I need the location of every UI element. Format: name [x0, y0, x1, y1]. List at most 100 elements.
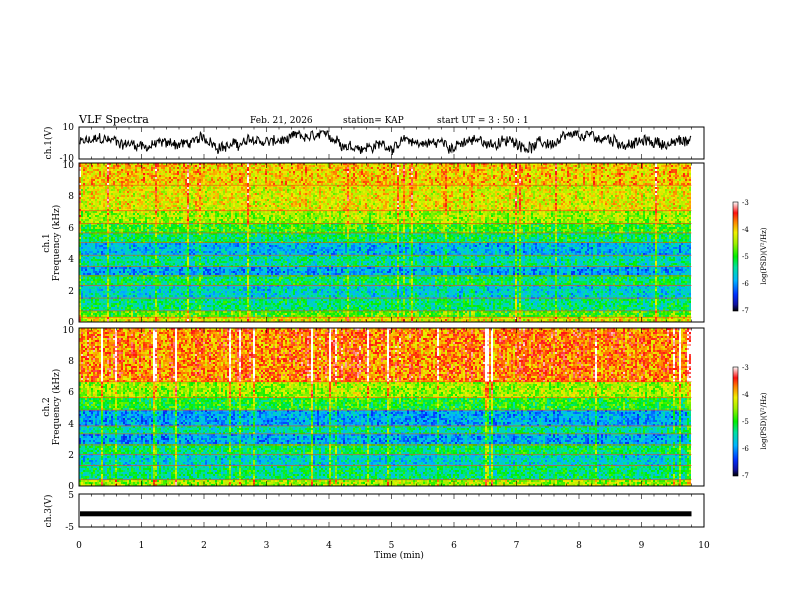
spectrogram-cell — [101, 165, 103, 167]
spectrogram-cell — [569, 165, 571, 167]
spectrogram-cell — [155, 167, 157, 169]
spectrogram-cell — [613, 165, 615, 167]
spectrogram-cell — [273, 167, 275, 169]
spectrogram-cell — [407, 165, 409, 167]
spectrogram-cell — [81, 167, 83, 169]
spectrogram-cell — [105, 167, 107, 169]
spectrogram-cell — [413, 165, 415, 167]
spectrogram-cell — [635, 165, 637, 167]
spectrogram-cell — [147, 167, 149, 169]
spectrogram-cell — [181, 165, 183, 167]
spectrogram-cell — [251, 167, 253, 169]
spectrogram-cell — [687, 165, 689, 167]
spectrogram-cell — [575, 165, 577, 167]
spectrogram-cell — [669, 165, 671, 167]
spectrogram-cell — [333, 165, 335, 167]
spectrogram-cell — [145, 167, 147, 169]
spectrogram-cell — [169, 167, 171, 169]
spectrogram-cell — [213, 165, 215, 167]
spectrogram-cell — [573, 165, 575, 167]
spectrogram-cell — [443, 165, 445, 167]
spectrogram-cell — [467, 165, 469, 167]
spectrogram-cell — [289, 165, 291, 167]
spectrogram-cell — [247, 165, 249, 167]
spectrogram-cell — [167, 165, 169, 167]
spectrogram-cell — [159, 165, 161, 167]
spectrogram-cell — [199, 167, 201, 169]
spectrogram-cell — [253, 167, 255, 169]
spectrogram-cell — [505, 165, 507, 167]
spectrogram-cell — [217, 167, 219, 169]
spectrogram-cell — [137, 165, 139, 167]
spectrogram-cell — [187, 165, 189, 167]
spectrogram-cell — [83, 167, 85, 169]
spectrogram-cell — [359, 165, 361, 167]
spectrogram-cell — [161, 165, 163, 167]
spectrogram-cell — [595, 165, 597, 167]
spectrogram-cell — [645, 165, 647, 167]
spectrogram-cell — [317, 165, 319, 167]
spectrogram-cell — [671, 165, 673, 167]
spectrogram-cell — [135, 167, 137, 169]
spectrogram-cell — [81, 165, 83, 167]
spectrogram-cell — [125, 165, 127, 167]
spectrogram-cell — [295, 165, 297, 167]
spectrogram-cell — [387, 165, 389, 167]
spectrogram-cell — [157, 167, 159, 169]
spectrogram-cell — [313, 165, 315, 167]
spectrogram-cell — [597, 165, 599, 167]
spectrogram-cell — [307, 165, 309, 167]
spectrogram-cell — [667, 165, 669, 167]
spectrogram-cell — [243, 167, 245, 169]
spectrogram-cell — [189, 165, 191, 167]
spectrogram-cell — [209, 165, 211, 167]
spectrogram-cell — [555, 165, 557, 167]
spectrogram-cell — [433, 165, 435, 167]
spectrogram-cell — [533, 165, 535, 167]
spectrogram-cell — [101, 167, 103, 169]
spectrogram-cell — [587, 165, 589, 167]
spectrogram-cell — [457, 165, 459, 167]
spectrogram-cell — [283, 167, 285, 169]
spectrogram-cell — [259, 165, 261, 167]
date-label: Feb. 21, 2026 — [250, 116, 313, 126]
spectrogram-cell — [447, 165, 449, 167]
spectrogram-cell — [175, 167, 177, 169]
spectrogram-cell — [259, 167, 261, 169]
spectrogram-cell — [201, 167, 203, 169]
spectrogram-cell — [195, 167, 197, 169]
spectrogram-cell — [461, 165, 463, 167]
spectrogram-cell — [487, 165, 489, 167]
spectrogram-cell — [133, 167, 135, 169]
spectrogram-cell — [581, 165, 583, 167]
ch1-waveform-panel: 10 -10 ch.1(V) — [43, 123, 704, 164]
spectrogram-cell — [655, 165, 657, 167]
spectrogram-cell — [357, 165, 359, 167]
spectrogram-cell — [103, 167, 105, 169]
spectrogram-cell — [273, 165, 275, 167]
spectrogram-cell — [171, 167, 173, 169]
spectrogram-cell — [261, 165, 263, 167]
spectrogram-cell — [183, 165, 185, 167]
spectrogram-cell — [489, 165, 491, 167]
spectrogram-cell — [181, 167, 183, 169]
spectrogram-cell — [173, 167, 175, 169]
spectrogram-cell — [561, 165, 563, 167]
spectrogram-cell — [89, 165, 91, 167]
spectrogram-cell — [271, 167, 273, 169]
spectrogram-cell — [681, 165, 683, 167]
spectrogram-cell — [85, 167, 87, 169]
spectrogram-cell — [285, 165, 287, 167]
spectrogram-cell — [495, 165, 497, 167]
spectrogram-cell — [571, 165, 573, 167]
spectrogram-cell — [355, 165, 357, 167]
spectrogram-cell — [231, 165, 233, 167]
spectrogram-cell — [619, 165, 621, 167]
spectrogram-cell — [501, 165, 503, 167]
spectrogram-cell — [269, 165, 271, 167]
spectrogram-cell — [221, 167, 223, 169]
spectrogram-cell — [167, 167, 169, 169]
spectrogram-cell — [237, 165, 239, 167]
spectrogram-cell — [311, 165, 313, 167]
spectrogram-cell — [185, 165, 187, 167]
